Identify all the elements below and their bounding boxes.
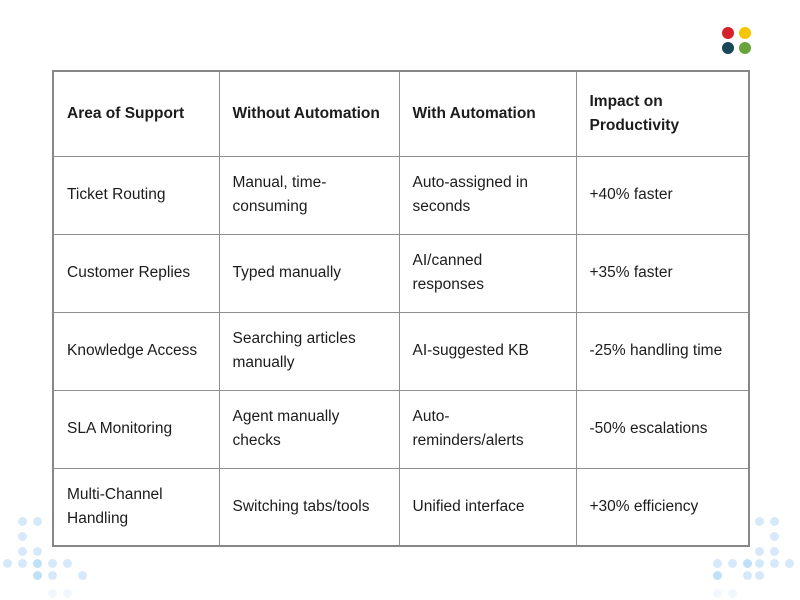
automation-comparison-table: Area of Support Without Automation With Au… bbox=[52, 70, 750, 547]
table-row: Ticket Routing Manual, time- consuming Aut… bbox=[52, 155, 750, 235]
table-header-cell: Area of Support bbox=[52, 70, 220, 157]
table-cell: +35% faster bbox=[575, 233, 750, 313]
table-cell: Ticket Routing bbox=[52, 155, 220, 235]
decor-dot-icon bbox=[770, 559, 779, 568]
decor-dot-icon bbox=[713, 559, 722, 568]
table-cell: Auto- reminders/alerts bbox=[398, 389, 577, 469]
table-cell: Unified interface bbox=[398, 467, 577, 547]
table-cell: +40% faster bbox=[575, 155, 750, 235]
decor-dot-icon bbox=[33, 559, 42, 568]
decor-dot-icon bbox=[18, 517, 27, 526]
brand-logo bbox=[722, 27, 751, 54]
table-cell: Knowledge Access bbox=[52, 311, 220, 391]
decor-dot-icon bbox=[728, 589, 737, 598]
decor-dot-icon bbox=[770, 547, 779, 556]
table-cell: -50% escalations bbox=[575, 389, 750, 469]
table-cell: Typed manually bbox=[218, 233, 400, 313]
table-cell: Customer Replies bbox=[52, 233, 220, 313]
table-cell: Multi-Channel Handling bbox=[52, 467, 220, 547]
table-cell: AI-suggested KB bbox=[398, 311, 577, 391]
table-cell: Switching tabs/tools bbox=[218, 467, 400, 547]
decor-dot-icon bbox=[33, 547, 42, 556]
decor-dot-icon bbox=[48, 571, 57, 580]
table-row: Multi-Channel Handling Switching tabs/too… bbox=[52, 467, 750, 547]
table-cell: -25% handling time bbox=[575, 311, 750, 391]
logo-dot-green-icon bbox=[739, 42, 751, 54]
decor-dot-icon bbox=[78, 571, 87, 580]
decor-dot-icon bbox=[48, 559, 57, 568]
table-cell: AI/canned responses bbox=[398, 233, 577, 313]
decor-dot-icon bbox=[755, 559, 764, 568]
table-cell: Searching articles manually bbox=[218, 311, 400, 391]
decor-dot-icon bbox=[33, 517, 42, 526]
table-row: SLA Monitoring Agent manually checks Auto-… bbox=[52, 389, 750, 469]
decor-dot-icon bbox=[63, 559, 72, 568]
table-row: Knowledge Access Searching articles manua… bbox=[52, 311, 750, 391]
decor-dot-icon bbox=[713, 571, 722, 580]
decor-dot-icon bbox=[713, 589, 722, 598]
table-header-cell: Impact on Productivity bbox=[575, 70, 750, 157]
decor-dot-icon bbox=[3, 559, 12, 568]
table-cell: SLA Monitoring bbox=[52, 389, 220, 469]
table-header-cell: Without Automation bbox=[218, 70, 400, 157]
table-cell: Auto-assigned in seconds bbox=[398, 155, 577, 235]
decor-dot-icon bbox=[785, 559, 794, 568]
decor-dot-icon bbox=[33, 571, 42, 580]
decor-dot-icon bbox=[770, 517, 779, 526]
table-header-row: Area of Support Without Automation With Au… bbox=[52, 70, 750, 157]
decor-dot-icon bbox=[770, 532, 779, 541]
decor-dot-icon bbox=[743, 571, 752, 580]
table-row: Customer Replies Typed manually AI/canned … bbox=[52, 233, 750, 313]
decor-dot-icon bbox=[48, 589, 57, 598]
logo-dot-teal-icon bbox=[722, 42, 734, 54]
decor-dot-icon bbox=[728, 559, 737, 568]
decor-dot-icon bbox=[18, 547, 27, 556]
decor-dot-icon bbox=[18, 532, 27, 541]
decor-dot-icon bbox=[755, 517, 764, 526]
table-cell: Manual, time- consuming bbox=[218, 155, 400, 235]
table-cell: Agent manually checks bbox=[218, 389, 400, 469]
table-head: Area of Support Without Automation With Au… bbox=[52, 70, 750, 157]
decor-dot-icon bbox=[18, 559, 27, 568]
table-body: Ticket Routing Manual, time- consuming Aut… bbox=[52, 155, 750, 547]
decor-dot-icon bbox=[755, 571, 764, 580]
decor-dot-icon bbox=[743, 559, 752, 568]
table-header-cell: With Automation bbox=[398, 70, 577, 157]
decor-dot-icon bbox=[63, 589, 72, 598]
decor-dot-icon bbox=[755, 547, 764, 556]
table-cell: +30% efficiency bbox=[575, 467, 750, 547]
logo-dot-red-icon bbox=[722, 27, 734, 39]
logo-dot-yellow-icon bbox=[739, 27, 751, 39]
